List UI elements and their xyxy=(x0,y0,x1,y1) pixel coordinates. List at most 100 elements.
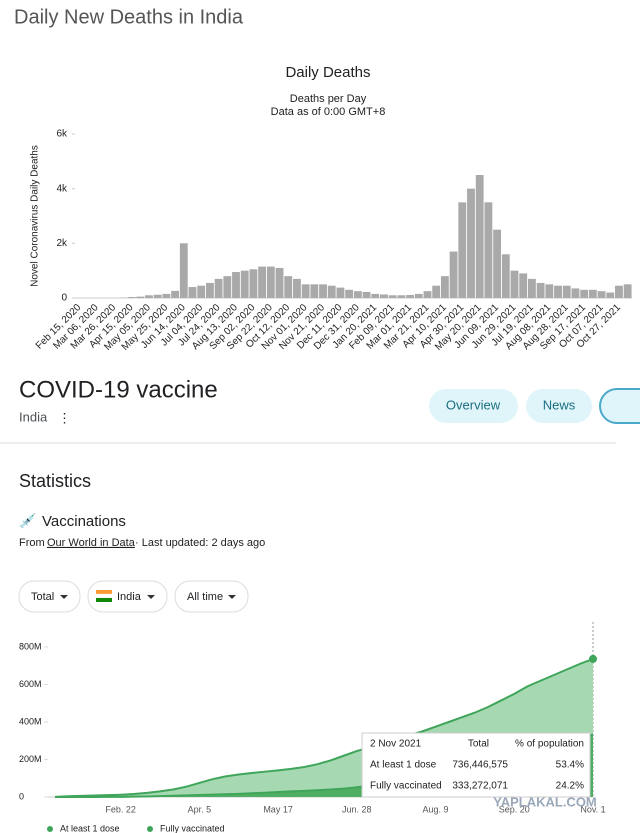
source-link[interactable]: Our World in Data xyxy=(47,537,136,549)
bar xyxy=(414,293,423,298)
bar xyxy=(197,285,206,298)
updated: · Last updated: 2 days ago xyxy=(135,537,265,549)
x-tick-label: Aug. 9 xyxy=(423,804,449,814)
page-title: Daily New Deaths in India xyxy=(14,6,244,28)
x-tick-label: Jun. 28 xyxy=(342,804,372,814)
x-tick-label: Sep. 20 xyxy=(499,804,530,814)
bar xyxy=(310,284,319,298)
bar xyxy=(371,293,380,298)
filter[interactable] xyxy=(174,580,249,613)
bar xyxy=(345,289,354,298)
bar xyxy=(188,287,197,298)
bar xyxy=(493,229,502,298)
y-tick-label: 6k xyxy=(56,129,68,140)
bar xyxy=(554,285,562,298)
region: India xyxy=(19,409,48,424)
bar xyxy=(501,254,510,298)
bar xyxy=(597,291,606,298)
bar xyxy=(623,284,632,298)
legend-swatch xyxy=(147,826,153,832)
bar xyxy=(467,188,475,298)
tab-label[interactable]: Overview xyxy=(446,397,501,412)
bar xyxy=(232,272,240,298)
end-dot xyxy=(589,654,597,663)
bar xyxy=(240,270,249,298)
bar xyxy=(319,284,327,298)
bar xyxy=(588,289,597,298)
bar xyxy=(615,285,623,298)
tooltip-name: At least 1 dose xyxy=(370,760,437,771)
bar xyxy=(136,296,145,298)
bar xyxy=(458,202,467,298)
subsection-title: Vaccinations xyxy=(42,513,126,530)
flag xyxy=(95,593,113,599)
bar xyxy=(519,273,528,298)
flag xyxy=(96,598,112,602)
bar xyxy=(406,294,414,298)
bar xyxy=(266,266,275,298)
tab-button[interactable] xyxy=(429,389,518,423)
area-line xyxy=(54,657,594,798)
syringe-icon: 💉 xyxy=(19,513,36,530)
tooltip-date: 2 Nov 2021 xyxy=(370,739,422,750)
chart-note: Data as of 0:00 GMT+8 xyxy=(271,106,386,118)
source-prefix: From xyxy=(19,537,45,549)
filter[interactable] xyxy=(18,580,81,613)
bar xyxy=(484,202,493,298)
legend-swatch xyxy=(47,826,53,832)
more-icon[interactable]: ⋮ xyxy=(58,410,71,425)
bar xyxy=(527,278,536,298)
bar xyxy=(380,294,388,298)
tab-button[interactable] xyxy=(599,388,640,424)
legend-label: Fully vaccinated xyxy=(160,823,225,833)
caret xyxy=(228,595,236,599)
legend-label: At least 1 dose xyxy=(60,823,120,833)
flag xyxy=(96,590,112,594)
bar xyxy=(127,297,136,298)
tab-label[interactable]: News xyxy=(543,397,576,412)
x-tick-label: Apr. 5 xyxy=(188,804,212,814)
y-tick-label: 2k xyxy=(56,238,68,249)
y-tick-label: 0 xyxy=(61,293,67,304)
bar xyxy=(388,295,397,298)
bar xyxy=(562,285,571,298)
y-axis-label: Novel Coronavirus Daily Deaths xyxy=(30,145,41,287)
bar xyxy=(449,251,458,298)
tooltip-header: Total xyxy=(468,739,489,750)
tab-button[interactable] xyxy=(526,389,592,423)
bar xyxy=(423,291,432,298)
filter-label[interactable]: Total xyxy=(31,591,54,603)
tooltip xyxy=(361,732,591,798)
bar xyxy=(571,288,580,298)
bar xyxy=(606,292,615,298)
bar xyxy=(475,175,484,298)
bar xyxy=(179,243,188,298)
bar xyxy=(397,295,406,298)
bar xyxy=(249,269,258,298)
filter[interactable] xyxy=(87,580,168,613)
y-tick-label: 600M xyxy=(19,679,42,689)
bar xyxy=(353,291,362,298)
y-tick-label: 200M xyxy=(19,754,42,764)
x-tick-label: Nov. 1 xyxy=(580,804,605,814)
watermark: YAPLAKAL.COM xyxy=(493,794,597,809)
bar xyxy=(214,278,223,298)
tooltip-name: Fully vaccinated xyxy=(370,781,442,792)
tooltip-value: 333,272,071 xyxy=(452,781,508,792)
bar xyxy=(205,282,214,298)
bar xyxy=(162,293,171,298)
filter-label[interactable]: India xyxy=(117,591,142,603)
bar xyxy=(275,267,284,298)
chart-title: Daily Deaths xyxy=(285,64,370,81)
bar xyxy=(510,270,519,298)
x-tick-label: May 17 xyxy=(263,804,293,814)
y-tick-label: 0 xyxy=(19,791,24,801)
filter-label[interactable]: All time xyxy=(187,591,223,603)
tooltip-value: 736,446,575 xyxy=(452,760,508,771)
bar xyxy=(432,285,441,298)
bar xyxy=(580,289,589,298)
bar xyxy=(171,290,180,298)
tooltip-percent: 24.2% xyxy=(556,781,584,792)
y-tick-label: 4k xyxy=(56,183,68,194)
